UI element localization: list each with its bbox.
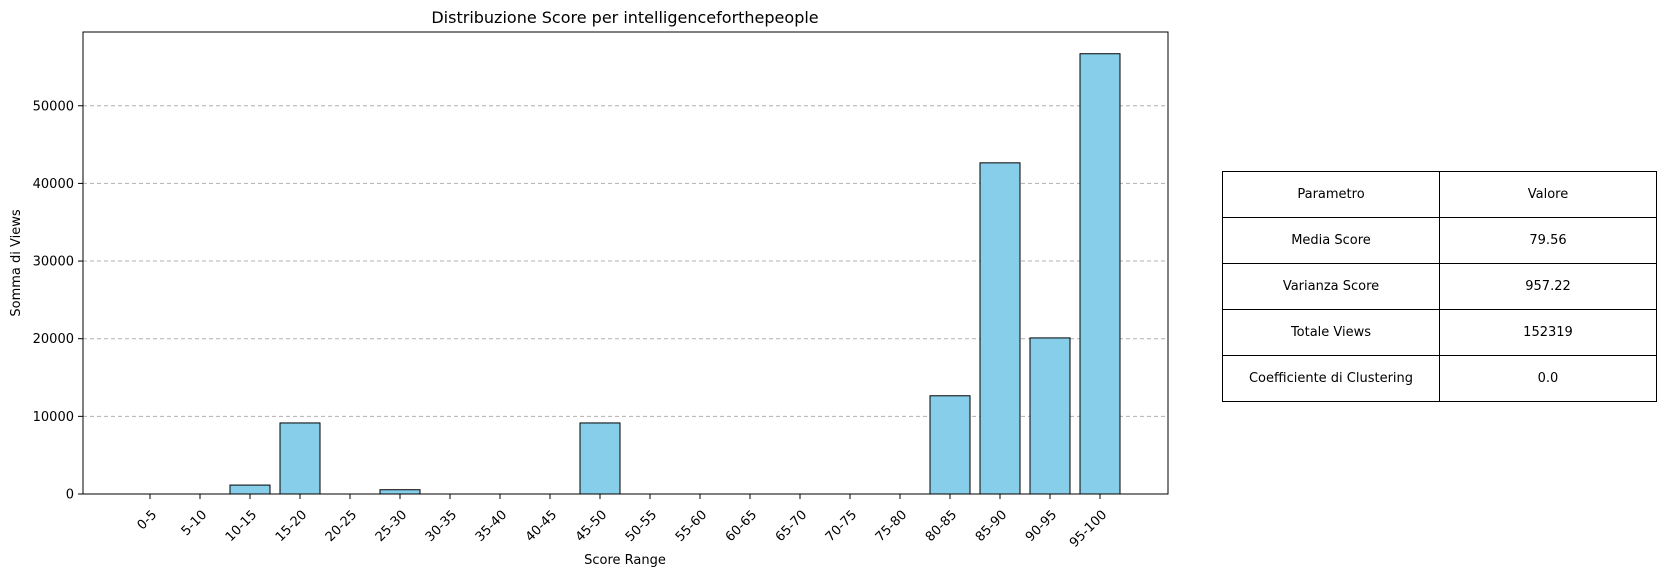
plot-area-frame <box>82 31 1169 495</box>
bar <box>379 489 421 495</box>
x-tick-label: 45-50 <box>573 508 610 545</box>
x-tick-label: 60-65 <box>723 508 760 545</box>
x-tick-label: 50-55 <box>623 508 660 545</box>
table-cell: 957.22 <box>1439 263 1657 310</box>
x-tick-label: 20-25 <box>323 508 360 545</box>
x-axis-label: Score Range <box>584 553 666 568</box>
y-tick-label: 40000 <box>33 177 74 192</box>
x-tick-label: 10-15 <box>223 508 260 545</box>
bar <box>979 162 1021 495</box>
stats-table: Parametro Valore Media Score 79.56 Varia… <box>1222 171 1657 402</box>
x-tick-label: 40-45 <box>523 508 560 545</box>
table-row: Varianza Score 957.22 <box>1222 263 1657 310</box>
y-tick-label: 50000 <box>33 99 74 114</box>
bars <box>229 53 1121 495</box>
x-tick-label: 55-60 <box>673 508 710 545</box>
bar <box>929 395 971 495</box>
x-tick-label: 70-75 <box>823 508 860 545</box>
bar <box>229 484 271 495</box>
x-tick-label: 30-35 <box>423 508 460 545</box>
x-tick-label: 15-20 <box>273 508 310 545</box>
y-tick-label: 0 <box>66 488 74 503</box>
x-tick-label: 85-90 <box>973 508 1010 545</box>
table-cell: Totale Views <box>1222 309 1440 356</box>
bar <box>1079 53 1121 495</box>
x-tick-label: 0-5 <box>135 508 161 534</box>
table-cell: 0.0 <box>1439 355 1657 402</box>
table-cell: Media Score <box>1222 217 1440 264</box>
x-tick-label: 75-80 <box>873 508 910 545</box>
table-cell: Valore <box>1439 171 1657 218</box>
bar <box>579 422 621 495</box>
x-tick-label: 65-70 <box>773 508 810 545</box>
x-axis-ticks: 0-5 5-10 10-15 15-20 20-25 25-30 30-35 35-40 40-… <box>135 494 1110 551</box>
y-axis-ticks: 0 10000 20000 30000 40000 50000 <box>33 99 83 503</box>
y-tick-label: 30000 <box>33 255 74 270</box>
x-tick-label: 80-85 <box>923 508 960 545</box>
x-tick-label: 35-40 <box>473 508 510 545</box>
chart-title: Distribuzione Score per intelligencefort… <box>431 8 818 27</box>
x-tick-label: 5-10 <box>179 508 210 539</box>
table-cell: Coefficiente di Clustering <box>1222 355 1440 402</box>
table-row: Totale Views 152319 <box>1222 309 1657 356</box>
table-cell: Parametro <box>1222 171 1440 218</box>
table-cell: Varianza Score <box>1222 263 1440 310</box>
y-axis-label: Somma di Views <box>9 209 24 316</box>
table-row: Coefficiente di Clustering 0.0 <box>1222 355 1657 402</box>
table-header-row: Parametro Valore <box>1222 171 1657 218</box>
x-tick-label: 95-100 <box>1067 508 1110 551</box>
table-cell: 79.56 <box>1439 217 1657 264</box>
y-tick-label: 10000 <box>33 410 74 425</box>
table-cell: 152319 <box>1439 309 1657 356</box>
y-tick-label: 20000 <box>33 332 74 347</box>
table-row: Media Score 79.56 <box>1222 217 1657 264</box>
bar <box>279 422 321 495</box>
bar <box>1029 337 1071 495</box>
x-tick-label: 25-30 <box>373 508 410 545</box>
x-tick-label: 90-95 <box>1023 508 1060 545</box>
